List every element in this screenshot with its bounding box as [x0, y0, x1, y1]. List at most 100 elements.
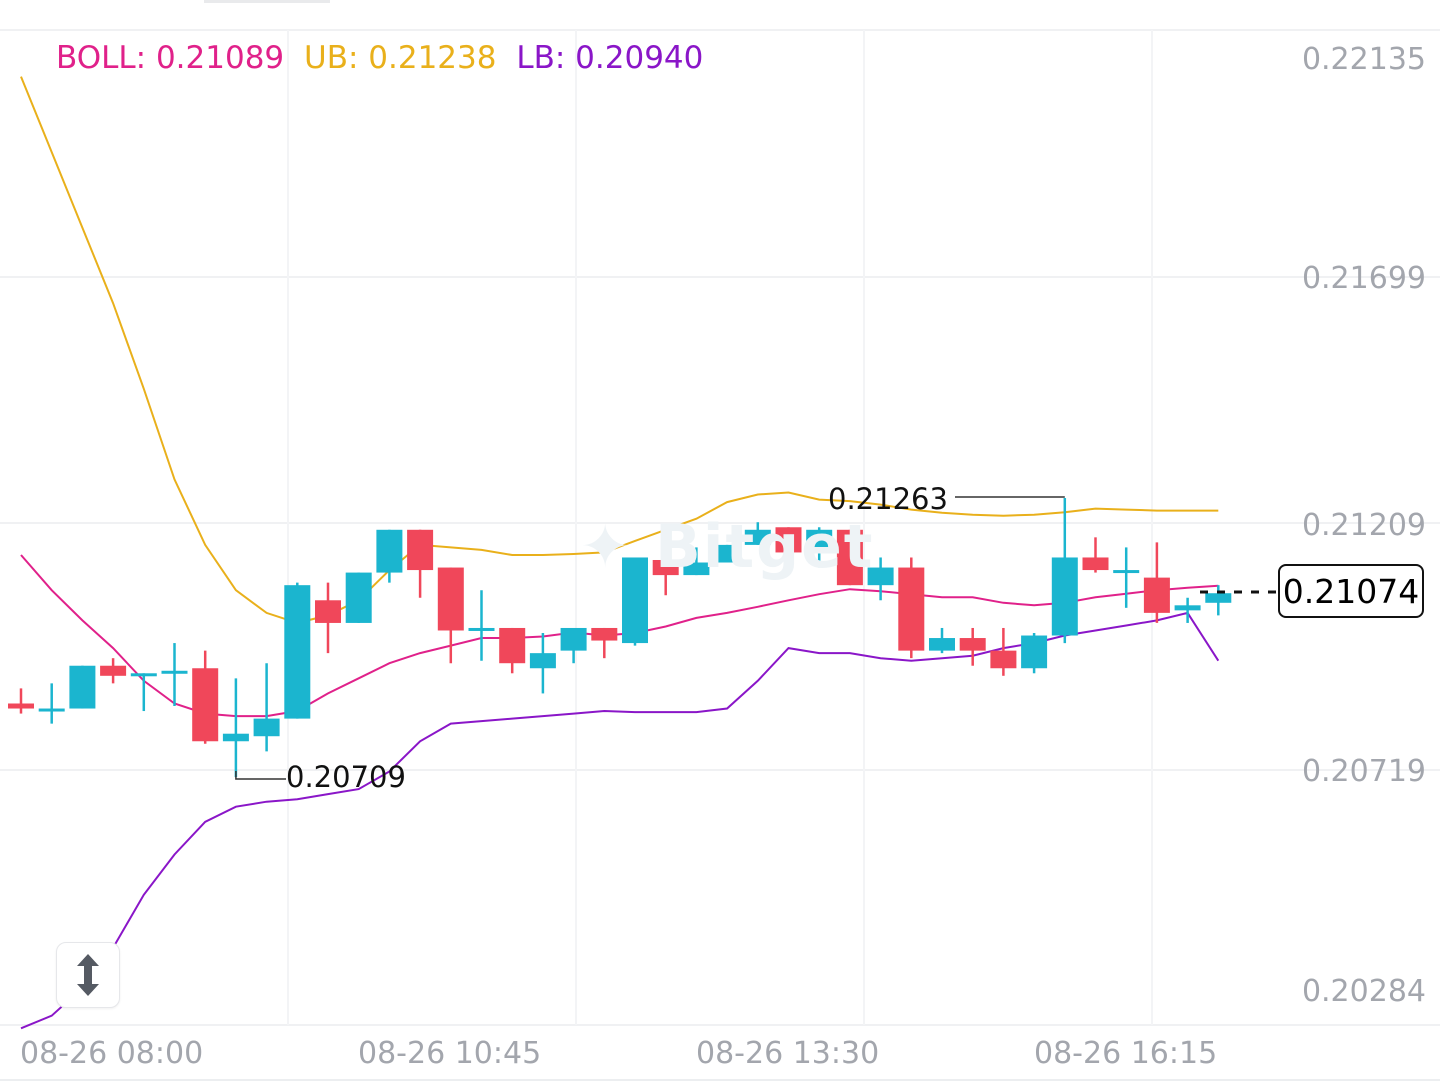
top-handle: [204, 0, 330, 3]
candle-body-26: [806, 529, 833, 553]
last-price-value: 0.21074: [1282, 571, 1420, 611]
extreme-markers: [235, 496, 1278, 780]
candle-20: [622, 557, 648, 646]
candle-30: [929, 627, 955, 654]
candle-7: [222, 678, 249, 778]
boll-value: BOLL: 0.21089: [56, 40, 285, 76]
lb-line: [20, 611, 1220, 1030]
candle-body-25: [775, 527, 802, 553]
candle-body-9: [284, 585, 311, 719]
candle-34: [1051, 498, 1078, 644]
candle-3: [100, 658, 127, 684]
x-tick-2: 08-26 13:30: [696, 1036, 880, 1071]
x-tick-0: 08-26 08:00: [20, 1036, 204, 1071]
vertical-scale-button[interactable]: [56, 942, 120, 1008]
candle-body-16: [499, 627, 526, 664]
candle-25: [775, 527, 802, 553]
candle-35: [1082, 537, 1109, 573]
candle-body-2: [69, 665, 96, 709]
candle-12: [376, 529, 403, 583]
y-tick-2: 0.21209: [1301, 508, 1426, 543]
candle-body-3: [100, 665, 127, 676]
y-tick-3: 0.20719: [1301, 754, 1426, 789]
candle-body-38: [1174, 605, 1201, 611]
candle-body-8: [253, 718, 280, 737]
candle-27: [836, 529, 863, 586]
candle-body-0: [8, 703, 34, 709]
candle-body-14: [437, 567, 464, 631]
candle-body-15: [468, 627, 495, 631]
ub-value: UB: 0.21238: [304, 40, 497, 76]
candle-body-18: [560, 627, 587, 651]
grid-lines: [0, 29, 1440, 1081]
candle-body-22: [683, 562, 710, 576]
candle-0: [8, 688, 34, 714]
candle-body-5: [161, 670, 188, 674]
candle-body-21: [652, 559, 679, 576]
candle-29: [898, 557, 925, 659]
boll-line: [20, 554, 1219, 718]
candle-body-28: [867, 567, 894, 586]
candle-9: [284, 582, 311, 719]
candle-body-35: [1082, 557, 1109, 571]
ub-line: [20, 76, 1219, 624]
candle-8: [253, 663, 280, 752]
candle-body-29: [898, 567, 925, 651]
last-price-tag[interactable]: 0.21074: [1278, 564, 1424, 618]
y-tick-4: 0.20284: [1301, 974, 1426, 1009]
candle-body-1: [38, 708, 65, 712]
candle-14: [437, 567, 464, 664]
candle-body-39: [1205, 593, 1232, 603]
candle-body-36: [1113, 570, 1140, 574]
candle-body-34: [1051, 557, 1078, 636]
candle-32: [990, 627, 1017, 676]
candle-body-19: [591, 627, 618, 641]
candle-body-30: [929, 638, 955, 651]
brand-watermark: ✦ Bitget: [580, 512, 875, 582]
x-tick-3: 08-26 16:15: [1034, 1036, 1218, 1071]
candle-body-37: [1143, 577, 1170, 613]
candle-body-32: [990, 650, 1017, 669]
candle-body-11: [345, 572, 372, 623]
candle-39: [1205, 585, 1232, 616]
candle-11: [345, 572, 372, 623]
candle-19: [591, 627, 618, 659]
bollinger-bands: [20, 76, 1220, 1030]
candle-28: [867, 557, 894, 601]
candle-23: [714, 544, 741, 563]
candle-body-4: [130, 673, 157, 677]
candle-33: [1021, 633, 1048, 674]
candle-body-33: [1021, 635, 1048, 669]
candle-36: [1113, 547, 1140, 608]
candle-10: [315, 582, 341, 654]
low-marker-line: [235, 771, 286, 780]
x-tick-1: 08-26 10:45: [358, 1036, 542, 1071]
vertical-resize-icon: [77, 954, 99, 996]
candle-body-6: [192, 668, 219, 742]
candle-2: [69, 665, 96, 709]
high-marker-label: 0.21263: [828, 482, 948, 516]
candle-38: [1174, 597, 1201, 623]
candle-24: [744, 522, 771, 545]
low-marker-label: 0.20709: [286, 760, 406, 794]
candle-31: [959, 627, 986, 666]
candle-body-10: [315, 600, 341, 623]
candle-body-12: [376, 529, 403, 573]
candle-body-13: [407, 529, 434, 571]
candle-22: [683, 547, 710, 576]
lb-value: LB: 0.20940: [516, 40, 704, 76]
candle-13: [407, 529, 434, 598]
candle-4: [130, 673, 157, 712]
candle-body-20: [622, 557, 648, 644]
candle-1: [38, 683, 65, 724]
candle-6: [192, 650, 219, 744]
boll-legend: BOLL: 0.21089 UB: 0.21238 LB: 0.20940: [56, 40, 713, 76]
y-tick-0: 0.22135: [1301, 42, 1426, 77]
candle-body-27: [836, 529, 863, 586]
candle-15: [468, 590, 495, 661]
candle-body-24: [744, 529, 771, 545]
candle-16: [499, 627, 526, 674]
candle-body-7: [222, 733, 249, 742]
